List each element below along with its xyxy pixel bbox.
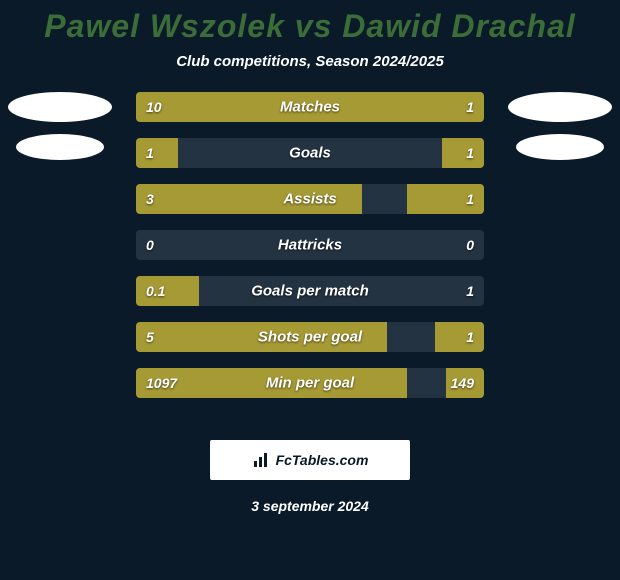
- stat-row: 3 1 Assists: [136, 184, 484, 214]
- stat-fill-right: [435, 322, 484, 352]
- stat-value-right: 1: [466, 329, 474, 345]
- stat-fill-left: [136, 138, 178, 168]
- stat-value-right: 0: [466, 237, 474, 253]
- stat-value-left: 10: [146, 99, 162, 115]
- watermark: FcTables.com: [210, 440, 410, 480]
- stat-value-left: 1: [146, 145, 154, 161]
- stat-value-left: 1097: [146, 375, 177, 391]
- watermark-label: FcTables.com: [276, 452, 369, 468]
- infographic-container: Pawel Wszolek vs Dawid Drachal Club comp…: [0, 0, 620, 580]
- stat-label: Matches: [280, 99, 340, 116]
- avatar: [508, 92, 612, 122]
- avatars-right: [500, 92, 620, 172]
- stat-value-right: 1: [466, 145, 474, 161]
- stat-label: Assists: [283, 191, 336, 208]
- stat-row: 0.1 1 Goals per match: [136, 276, 484, 306]
- stat-label: Hattricks: [278, 237, 342, 254]
- stat-value-right: 1: [466, 99, 474, 115]
- stat-value-left: 0: [146, 237, 154, 253]
- stat-value-right: 1: [466, 283, 474, 299]
- stat-value-right: 1: [466, 191, 474, 207]
- stat-value-right: 149: [451, 375, 474, 391]
- stat-row: 5 1 Shots per goal: [136, 322, 484, 352]
- avatar: [16, 134, 104, 160]
- stat-value-left: 0.1: [146, 283, 165, 299]
- subtitle: Club competitions, Season 2024/2025: [0, 53, 620, 70]
- stat-label: Goals per match: [251, 283, 369, 300]
- avatar: [516, 134, 604, 160]
- stat-value-left: 3: [146, 191, 154, 207]
- avatar: [8, 92, 112, 122]
- stat-fill-right: [442, 138, 484, 168]
- stat-label: Goals: [289, 145, 331, 162]
- stat-label: Shots per goal: [258, 329, 362, 346]
- page-title: Pawel Wszolek vs Dawid Drachal: [0, 0, 620, 45]
- stat-row: 1 1 Goals: [136, 138, 484, 168]
- stat-bars: 10 1 Matches 1 1 Goals 3 1 Assists 0 0 Hattricks 0.1…: [136, 92, 484, 414]
- watermark-icon: [252, 451, 270, 469]
- avatars-left: [0, 92, 120, 172]
- date: 3 september 2024: [251, 498, 369, 514]
- stat-row: 1097 149 Min per goal: [136, 368, 484, 398]
- stat-row: 10 1 Matches: [136, 92, 484, 122]
- stat-row: 0 0 Hattricks: [136, 230, 484, 260]
- stat-value-left: 5: [146, 329, 154, 345]
- stat-fill-left: [136, 92, 407, 122]
- stat-label: Min per goal: [266, 375, 354, 392]
